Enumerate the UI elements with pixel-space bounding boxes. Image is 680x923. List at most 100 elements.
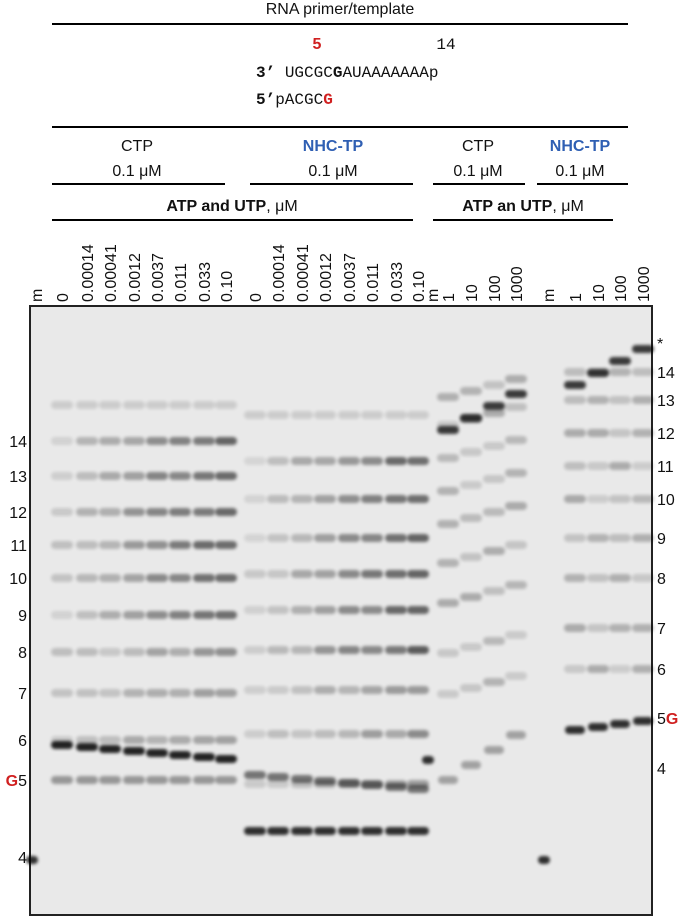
lane-label: 0 — [55, 293, 72, 302]
band — [564, 574, 586, 582]
text-part: G — [666, 711, 678, 728]
band — [385, 534, 407, 542]
size-marker: * — [657, 336, 663, 353]
band — [99, 736, 121, 744]
band — [146, 736, 168, 744]
band — [483, 508, 505, 516]
band — [51, 611, 73, 619]
lane-label: 0.033 — [389, 262, 406, 302]
band — [51, 574, 73, 582]
size-marker: 9 — [657, 531, 666, 548]
band — [314, 606, 336, 614]
lane-label: 0 — [248, 293, 265, 302]
band — [267, 457, 289, 465]
lane-label: m — [541, 289, 558, 302]
size-marker: 10 — [9, 571, 27, 588]
band — [407, 686, 429, 694]
band — [407, 570, 429, 578]
size-marker: 14 — [657, 365, 675, 382]
band — [609, 429, 631, 437]
band — [564, 368, 586, 376]
band — [146, 437, 168, 445]
lane-label: 1000 — [509, 266, 526, 302]
band — [215, 755, 237, 763]
band — [437, 487, 459, 495]
band — [76, 401, 98, 409]
band — [422, 756, 434, 764]
band — [193, 689, 215, 697]
band — [564, 462, 586, 470]
band — [314, 495, 336, 503]
condition: ATP an UTP, μM — [462, 198, 584, 215]
band — [588, 723, 608, 731]
band — [146, 541, 168, 549]
band — [99, 611, 121, 619]
band — [123, 736, 145, 744]
band — [483, 409, 505, 417]
band — [437, 649, 459, 657]
lane-label: 0.0012 — [318, 253, 335, 302]
group-nucleotide: CTP — [462, 138, 494, 155]
band — [407, 646, 429, 654]
band — [215, 776, 237, 784]
lane-label: m — [425, 289, 442, 302]
position-label: 5 — [313, 36, 322, 53]
band — [361, 495, 383, 503]
band — [169, 736, 191, 744]
size-marker: 11 — [10, 538, 27, 555]
band — [361, 534, 383, 542]
band — [407, 780, 429, 788]
band — [291, 827, 313, 835]
band — [123, 747, 145, 755]
group-nucleotide: NHC-TP — [550, 138, 611, 155]
band — [609, 574, 631, 582]
band — [291, 534, 313, 542]
band — [76, 574, 98, 582]
band — [99, 574, 121, 582]
band — [314, 534, 336, 542]
text-part: , μM — [266, 198, 297, 215]
band — [609, 495, 631, 503]
band — [361, 606, 383, 614]
band — [244, 495, 266, 503]
band — [338, 495, 360, 503]
text-part: ATP and UTP — [166, 198, 266, 215]
band — [244, 780, 266, 788]
band — [76, 437, 98, 445]
band — [76, 508, 98, 516]
band — [267, 646, 289, 654]
band — [76, 611, 98, 619]
band — [483, 402, 505, 410]
band — [291, 646, 313, 654]
band — [587, 462, 609, 470]
band — [361, 457, 383, 465]
lane-label: 100 — [487, 275, 504, 302]
band — [437, 559, 459, 567]
band — [169, 508, 191, 516]
band — [385, 780, 407, 788]
band — [99, 437, 121, 445]
lane-label: 0.0037 — [342, 253, 359, 302]
band — [564, 624, 586, 632]
band — [505, 436, 527, 444]
band — [291, 457, 313, 465]
size-marker: 11 — [657, 459, 674, 476]
band — [314, 457, 336, 465]
size-marker: 12 — [9, 505, 27, 522]
band — [215, 508, 237, 516]
band — [244, 646, 266, 654]
band — [338, 827, 360, 835]
band — [215, 648, 237, 656]
band — [244, 606, 266, 614]
band — [146, 776, 168, 784]
band — [146, 749, 168, 757]
lane-label: 1 — [568, 293, 585, 302]
band — [385, 730, 407, 738]
group-concentration: 0.1 μM — [453, 163, 502, 180]
band — [407, 534, 429, 542]
size-marker: 4 — [18, 850, 27, 867]
band — [407, 457, 429, 465]
band — [632, 429, 654, 437]
band — [51, 437, 73, 445]
position-label: 14 — [436, 36, 455, 54]
